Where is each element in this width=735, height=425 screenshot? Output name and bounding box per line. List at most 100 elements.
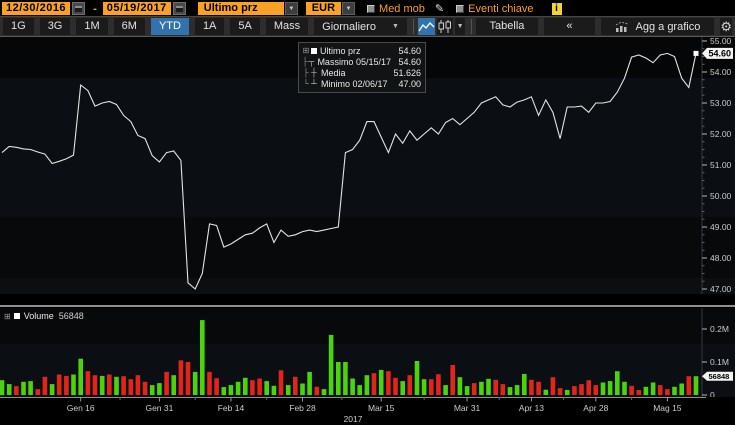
svg-text:Mag 15: Mag 15 [653,403,682,413]
legend-label: Media [321,67,346,78]
tree-branch: ├ [302,57,308,66]
svg-text:52.00: 52.00 [710,129,732,139]
toolbar-divider [470,19,472,34]
svg-text:2017: 2017 [344,414,363,424]
mean-marker-icon: ┼ [311,68,317,77]
tabella-button[interactable]: Tabella [475,18,539,35]
svg-text:Apr 28: Apr 28 [583,403,608,413]
chevron-down-icon[interactable]: ▼ [284,2,298,15]
line-chart-type-button[interactable] [417,18,435,35]
range-button-1m[interactable]: 1M [76,18,108,35]
calendar-icon-glyph [175,5,183,12]
info-icon[interactable]: i [551,2,562,15]
range-button-3g[interactable]: 3G [39,18,71,35]
max-marker-icon: ┬ [308,57,315,66]
legend-value: 54.60 [398,56,421,67]
min-marker-icon: ┴ [311,79,317,88]
range-button-1g[interactable]: 1G [3,18,34,35]
time-axis-canvas: Gen 16 Gen 31 Feb 14 Feb 28 Mar 15 Mar 31 Apr … [0,397,706,424]
price-field-select[interactable]: Ultimo prz ▼ [197,2,298,15]
time-axis: Gen 16 Gen 31 Feb 14 Feb 28 Mar 15 Mar 31 Apr … [0,397,735,424]
calendar-icon[interactable] [72,2,86,15]
settings-button[interactable]: ⚙ [720,18,732,35]
svg-text:51.00: 51.00 [710,160,732,170]
end-date-input[interactable]: 05/19/2017 [102,2,171,15]
range-button-mass[interactable]: Mass [265,18,309,35]
expand-icon[interactable]: ⊞ [4,311,11,321]
volume-legend[interactable]: ⊞ Volume 56848 [4,311,84,321]
start-date-input[interactable]: 12/30/2016 [2,2,71,15]
chevron-down-icon: ▼ [391,22,399,30]
add-to-chart-label: Agg a grafico [635,20,701,33]
svg-text:0: 0 [710,390,715,397]
volume-chart-canvas[interactable]: 0.2M 0.1M 0 56848 [0,308,735,397]
tree-branch: └ [303,79,309,88]
chart-region: 55.00 54.00 53.00 52.00 51.00 50.00 49.00 48.00… [0,37,735,424]
legend-row-min: └ ┴ Minimo 02/06/17 47.00 [302,78,421,89]
series-swatch [13,313,20,319]
add-to-chart-button[interactable]: Agg a grafico [600,18,715,35]
svg-text:Mar 15: Mar 15 [368,403,395,413]
svg-text:54.60: 54.60 [709,48,732,58]
period-value: Giornaliero [322,20,376,33]
svg-text:Mar 31: Mar 31 [454,403,481,413]
calendar-icon-glyph [75,5,83,12]
svg-text:50.00: 50.00 [710,191,732,201]
topbar: 12/30/2016 - 05/19/2017 Ultimo prz ▼ EUR… [0,0,735,16]
period-select[interactable]: Giornaliero ▼ [314,18,407,35]
chart-type-dropdown[interactable]: ▼ [455,18,465,35]
range-button-1a[interactable]: 1A [194,18,225,35]
svg-text:0.1M: 0.1M [710,357,729,367]
line-chart-icon [418,21,435,31]
range-button-5a[interactable]: 5A [230,18,260,35]
currency-select[interactable]: EUR ▼ [305,2,356,15]
volume-legend-value: 56848 [58,311,84,321]
price-pane: 55.00 54.00 53.00 52.00 51.00 50.00 49.00 48.00… [0,37,735,294]
legend-row-last[interactable]: ⊞ Ultimo prz 54.60 [302,45,421,56]
collapse-panel-button[interactable]: « [544,18,595,35]
legend-row-mean: ├ ┼ Media 51.626 [302,67,421,78]
volume-pane: 0.2M 0.1M 0 56848 ⊞ Volume 56848 [0,308,735,397]
svg-text:49.00: 49.00 [710,222,732,232]
svg-text:56848: 56848 [709,372,730,381]
toolbar-divider [412,19,414,34]
calendar-icon[interactable] [172,2,186,15]
svg-text:53.00: 53.00 [710,98,732,108]
price-field-value: Ultimo prz [197,2,284,15]
chevron-down-icon[interactable]: ▼ [342,2,356,15]
svg-text:Gen 16: Gen 16 [67,403,95,413]
svg-text:Feb 28: Feb 28 [289,403,316,413]
legend-value: 54.60 [398,45,421,56]
gear-icon: ⚙ [720,18,732,34]
tree-branch: ├ [303,68,309,77]
legend-value: 51.626 [393,67,421,78]
currency-value: EUR [305,2,342,15]
range-button-6m[interactable]: 6M [113,18,145,35]
svg-text:Feb 14: Feb 14 [218,403,245,413]
price-chart-canvas[interactable]: 55.00 54.00 53.00 52.00 51.00 50.00 49.00 48.00… [0,37,735,294]
price-legend[interactable]: ⊞ Ultimo prz 54.60 ├ ┬ Massimo 05/15/17 … [298,42,426,93]
date-range-separator: - [93,2,97,15]
eventi-chiave-checkbox[interactable]: Eventi chiave [456,3,534,15]
legend-row-max: ├ ┬ Massimo 05/15/17 54.60 [302,56,421,67]
candle-chart-type-button[interactable] [436,18,454,35]
range-button-ytd[interactable]: YTD [150,18,189,35]
expand-icon[interactable]: ⊞ [302,46,310,55]
candlestick-icon [438,20,452,33]
volume-legend-label: Volume [23,311,54,321]
svg-text:0.2M: 0.2M [710,324,729,334]
pane-splitter[interactable] [0,305,735,307]
add-chart-icon [615,21,628,32]
legend-value: 47.00 [398,78,421,89]
legend-label: Massimo 05/15/17 [317,56,391,67]
pencil-icon[interactable]: ✎ [434,3,445,15]
svg-text:54.00: 54.00 [710,67,732,77]
svg-text:Apr 13: Apr 13 [519,403,544,413]
legend-label: Minimo 02/06/17 [321,78,388,89]
svg-text:47.00: 47.00 [710,284,732,294]
med-mob-checkbox[interactable]: Med mob [367,3,425,15]
svg-text:48.00: 48.00 [710,253,732,263]
checkbox-icon[interactable] [456,4,465,13]
checkbox-icon[interactable] [367,4,376,13]
